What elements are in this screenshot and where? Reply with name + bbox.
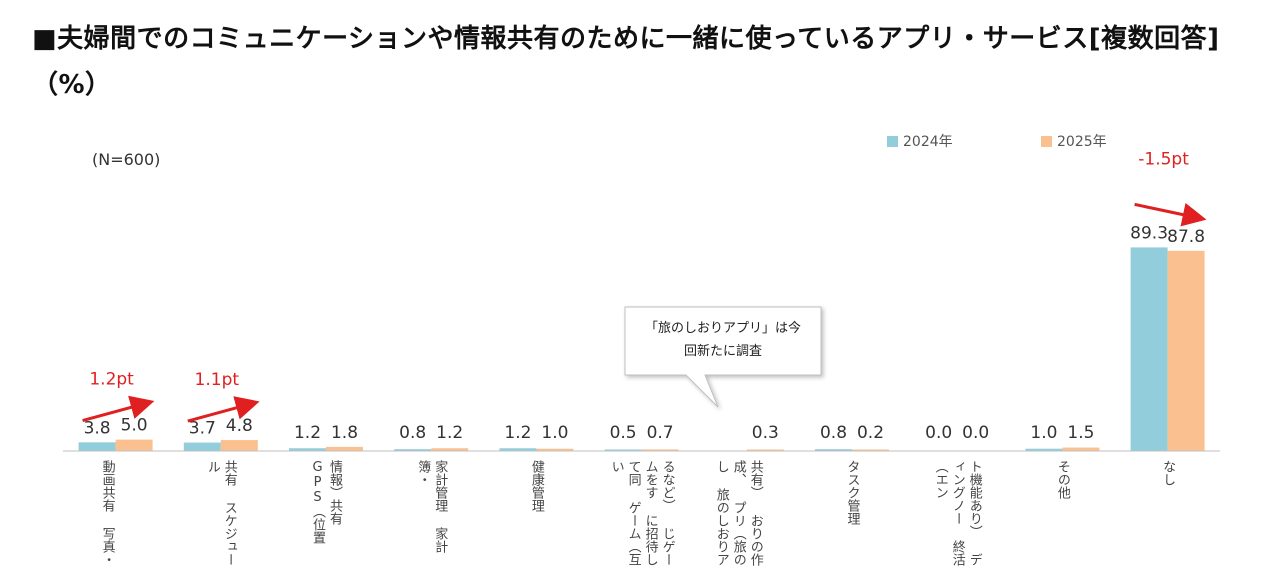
- value-label-2025-4: 1.0: [541, 423, 568, 443]
- category-label-7: タスク管理: [844, 460, 860, 525]
- callout-text: 「旅のしおりアプリ」は今回新たに調査: [644, 321, 801, 359]
- value-label-2024-7: 0.8: [820, 423, 847, 443]
- value-label-2025-1: 4.8: [226, 416, 253, 436]
- bar-2024-2: [289, 448, 326, 451]
- legend-swatch-2024: [887, 135, 898, 147]
- legend-swatch-2025: [1041, 135, 1052, 147]
- legend-item-2025: 2025年: [1041, 131, 1107, 151]
- category-label-8: ト機能あり） ディングノー 終活（エン: [932, 460, 982, 566]
- legend-label-2024: 2024年: [903, 134, 953, 150]
- value-label-2024-1: 3.7: [189, 419, 216, 439]
- bar-2025-9: [1062, 447, 1100, 451]
- bar-2024-3: [394, 449, 432, 451]
- category-label-9: その他: [1054, 460, 1070, 499]
- category-label-6: 共有） おりの作成、 プリ（旅のし 旅のしおりア: [713, 460, 763, 566]
- category-label-2: 情報）共有 GPS（位置: [310, 460, 342, 544]
- bar-2025-10: [1167, 250, 1205, 451]
- bar-2025-4: [536, 448, 574, 451]
- change-label-0: 1.2pt: [89, 370, 134, 390]
- change-label-1: 1.1pt: [195, 370, 240, 390]
- bar-2025-0: [115, 439, 153, 451]
- value-label-2025-5: 0.7: [647, 423, 674, 443]
- legend-label-2025: 2025年: [1057, 134, 1107, 150]
- bar-2024-9: [1025, 448, 1063, 451]
- category-label-4: 健康管理: [528, 460, 544, 512]
- value-label-2025-2: 1.8: [331, 423, 358, 443]
- bar-2025-2: [326, 446, 363, 451]
- value-label-2025-8: 0.0: [962, 423, 989, 443]
- bar-2024-7: [815, 449, 852, 451]
- bar-2025-1: [220, 440, 258, 451]
- legend-item-2024: 2024年: [887, 131, 953, 151]
- value-label-2024-8: 0.0: [925, 423, 952, 443]
- bar-2025-7: [852, 449, 889, 451]
- value-label-2024-9: 1.0: [1030, 423, 1057, 443]
- category-label-5: るなど） じゲームをす に招待して同 ゲーム（互い: [608, 460, 675, 566]
- category-label-1: 共有 スケジュール: [204, 460, 237, 566]
- value-label-2025-0: 5.0: [121, 416, 148, 436]
- chart-title: ■夫婦間でのコミュニケーションや情報共有のために一緒に使っているアプリ・サービス…: [32, 24, 1220, 100]
- callout-bubble: [624, 306, 822, 408]
- value-label-2025-7: 0.2: [857, 423, 884, 443]
- bar-2025-5: [641, 449, 679, 451]
- value-label-2024-0: 3.8: [84, 418, 111, 438]
- bar-2024-10: [1130, 247, 1168, 451]
- value-label-2024-5: 0.5: [610, 423, 637, 443]
- category-label-3: 家計管理 家計簿・: [415, 460, 448, 553]
- bar-2024-4: [499, 448, 537, 451]
- value-label-2024-10: 89.3: [1130, 223, 1168, 243]
- category-label-0: 動画共有 写真・: [99, 460, 115, 566]
- change-label-10: -1.5pt: [1138, 149, 1189, 169]
- value-label-2025-3: 1.2: [436, 423, 463, 443]
- change-arrow-1: [187, 396, 260, 423]
- change-arrow-0: [82, 395, 155, 423]
- value-label-2024-3: 0.8: [399, 423, 426, 443]
- sample-size-note: (N=600): [92, 150, 161, 169]
- change-arrow-10: [1134, 202, 1207, 227]
- category-label-10: なし: [1160, 460, 1176, 486]
- bar-2024-0: [78, 442, 116, 451]
- value-label-2025-6: 0.3: [752, 423, 779, 443]
- bar-2025-6: [746, 449, 784, 451]
- value-label-2025-9: 1.5: [1067, 423, 1094, 443]
- value-label-2024-2: 1.2: [294, 423, 321, 443]
- bar-2025-3: [431, 448, 469, 451]
- value-label-2024-4: 1.2: [504, 423, 531, 443]
- bar-2024-1: [183, 442, 221, 451]
- bar-2024-5: [604, 449, 642, 451]
- value-label-2025-10: 87.8: [1167, 227, 1205, 247]
